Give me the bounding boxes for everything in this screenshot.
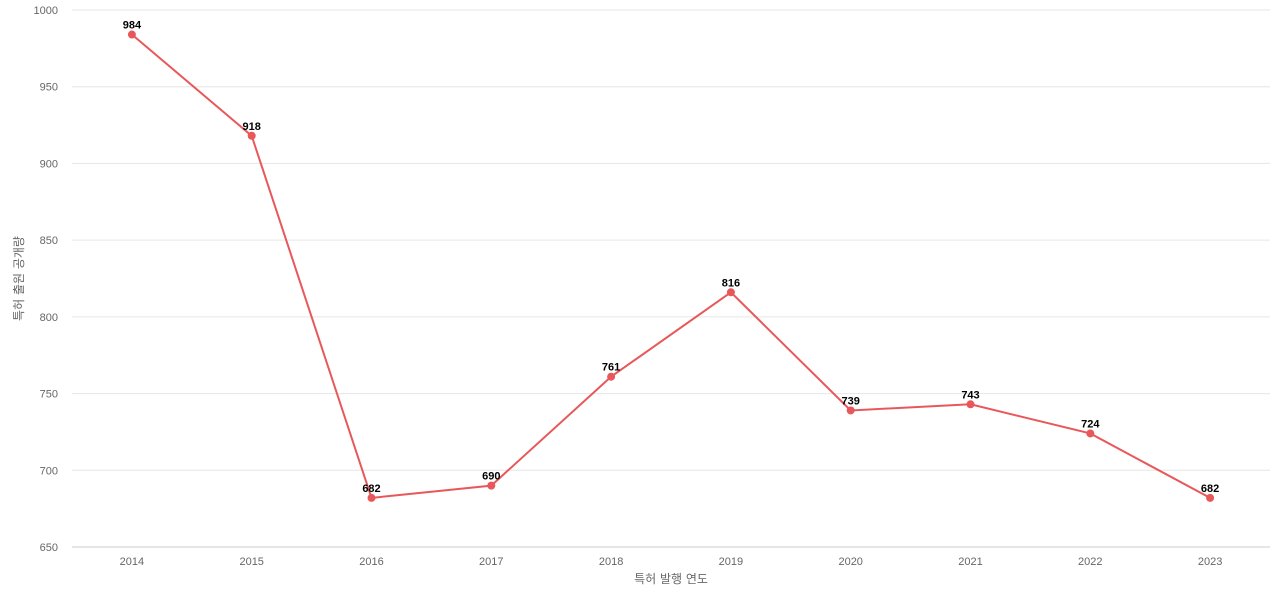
y-tick-label: 950 [40,82,58,94]
series-layer [127,30,1215,502]
x-tick-label: 2022 [1078,556,1102,568]
y-tick-label: 900 [40,158,58,170]
x-tick-label: 2015 [239,556,263,568]
x-tick-label: 2021 [958,556,982,568]
x-axis-title: 특허 발행 연도 [634,571,708,586]
data-labels: 984 918 682 690 761 816 739 743 724 682 [123,20,1220,495]
data-point [1086,429,1095,438]
y-tick-label: 700 [40,465,58,477]
x-tick-label: 2019 [719,556,743,568]
data-label: 690 [482,471,500,483]
x-tick-label: 2018 [599,556,623,568]
data-point [966,400,975,409]
y-tick-label: 650 [40,542,58,554]
x-tick-label: 2017 [479,556,503,568]
y-tick-label: 750 [40,389,58,401]
data-point [846,406,855,415]
data-label: 816 [722,277,740,289]
y-axis-ticks: 650 700 750 800 850 900 950 1000 [34,5,58,554]
series-line [131,33,1211,499]
x-tick-label: 2016 [359,556,383,568]
y-axis-title: 특허 출원 공개량 [12,236,26,321]
x-tick-label: 2023 [1198,556,1222,568]
data-label: 743 [961,389,979,401]
data-label: 682 [362,483,380,495]
x-axis-ticks: 2014 2015 2016 2017 2018 2019 2020 2021 2022 2023 [120,556,1223,568]
data-label: 739 [842,395,860,407]
data-point [726,288,735,297]
data-point [247,131,256,140]
data-point [487,481,496,490]
data-point [607,372,616,381]
data-point [127,30,136,39]
y-tick-label: 800 [40,312,58,324]
x-tick-label: 2020 [838,556,862,568]
data-point [367,493,376,502]
data-point [1206,493,1215,502]
data-label: 724 [1081,418,1100,430]
y-tick-label: 1000 [34,5,58,17]
y-tick-label: 850 [40,235,58,247]
data-label: 682 [1201,483,1219,495]
data-label: 984 [123,20,142,32]
grid-lines [72,9,1270,471]
data-label: 918 [243,121,261,133]
x-tick-label: 2014 [120,556,144,568]
data-label: 761 [602,362,620,374]
